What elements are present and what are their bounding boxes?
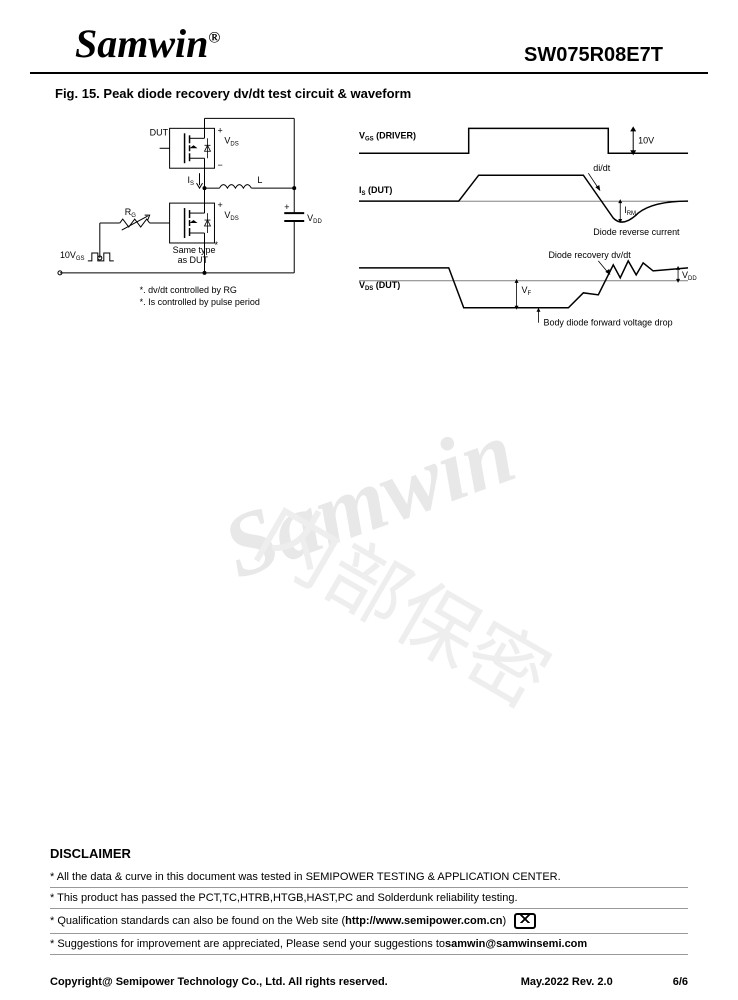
page-footer: Copyright@ Semipower Technology Co., Ltd… [50, 976, 688, 988]
body-diode-label: Body diode forward voltage drop [543, 318, 672, 328]
watermark-logo: Samwin [210, 400, 527, 599]
mail-icon [514, 913, 536, 929]
disclaimer-4-email: samwin@samwinsemi.com [445, 938, 587, 950]
vds-dut-label: VDS (DUT) [359, 280, 400, 292]
is-label: IS [188, 175, 195, 187]
ten-vgs-label: 10VGS [60, 250, 85, 262]
diagram-container: DUT + VDS − IS L [0, 113, 738, 363]
disclaimer-line-4: * Suggestions for improvement are apprec… [50, 934, 688, 955]
svg-text:+: + [217, 125, 222, 135]
registered-mark: ® [208, 30, 220, 47]
vdd-label: VDD [307, 213, 322, 225]
page-header: Samwin® SW075R08E7T [30, 0, 708, 74]
ten-v-label: 10V [638, 135, 654, 145]
note1: *. dv/dt controlled by RG [140, 285, 237, 295]
footer-page: 6/6 [673, 976, 688, 988]
svg-text:+: + [284, 202, 289, 212]
disclaimer-3-url: http://www.semipower.com.cn [345, 915, 502, 927]
vgs-driver-label: VGS (DRIVER) [359, 130, 416, 142]
svg-text:+: + [217, 200, 222, 210]
disclaimer-line-1: * All the data & curve in this document … [50, 867, 688, 888]
note2: *. Is controlled by pulse period [140, 297, 260, 307]
as-dut-label: as DUT [178, 255, 209, 265]
diode-recovery-label: Diode recovery dv/dt [548, 250, 631, 260]
irm-label: IRM [624, 205, 636, 217]
disclaimer-section: DISCLAIMER * All the data & curve in thi… [50, 846, 688, 955]
vds-bottom-label: VDS [224, 210, 238, 222]
svg-text:−: − [217, 160, 222, 170]
is-dut-label: IS (DUT) [359, 185, 392, 197]
svg-text:*: * [214, 240, 218, 250]
l-label: L [257, 175, 262, 185]
part-number: SW075R08E7T [524, 44, 663, 67]
company-logo: Samwin® [75, 20, 220, 67]
diode-reverse-label: Diode reverse current [593, 227, 680, 237]
disclaimer-title: DISCLAIMER [50, 846, 688, 861]
same-type-label: Same type [173, 245, 216, 255]
waveform-group: VGS (DRIVER) 10V IS (DUT) di/dt IRM Diod… [359, 126, 697, 327]
didt-label: di/dt [593, 163, 610, 173]
disclaimer-line-3: * Qualification standards can also be fo… [50, 909, 688, 934]
footer-date: May.2022 Rev. 2.0 [521, 976, 613, 988]
watermark-confidential: 内部保密 [238, 470, 573, 730]
vds-top-label: VDS [224, 135, 238, 147]
circuit-group: DUT + VDS − IS L [58, 118, 323, 306]
dut-label: DUT [150, 127, 169, 137]
vf-label: VF [522, 285, 532, 297]
disclaimer-3-post: ) [502, 915, 506, 927]
figure-title: Fig. 15. Peak diode recovery dv/dt test … [0, 74, 738, 113]
rg-label: RG [125, 207, 136, 219]
disclaimer-4-pre: * Suggestions for improvement are apprec… [50, 938, 445, 950]
logo-text: Samwin [75, 21, 208, 66]
disclaimer-3-pre: * Qualification standards can also be fo… [50, 915, 345, 927]
copyright-text: Copyright@ Semipower Technology Co., Ltd… [50, 976, 388, 988]
disclaimer-line-2: * This product has passed the PCT,TC,HTR… [50, 888, 688, 909]
vdd-waveform-label: VDD [682, 270, 697, 282]
circuit-waveform-svg: DUT + VDS − IS L [40, 113, 698, 363]
footer-right: May.2022 Rev. 2.0 6/6 [521, 976, 688, 988]
